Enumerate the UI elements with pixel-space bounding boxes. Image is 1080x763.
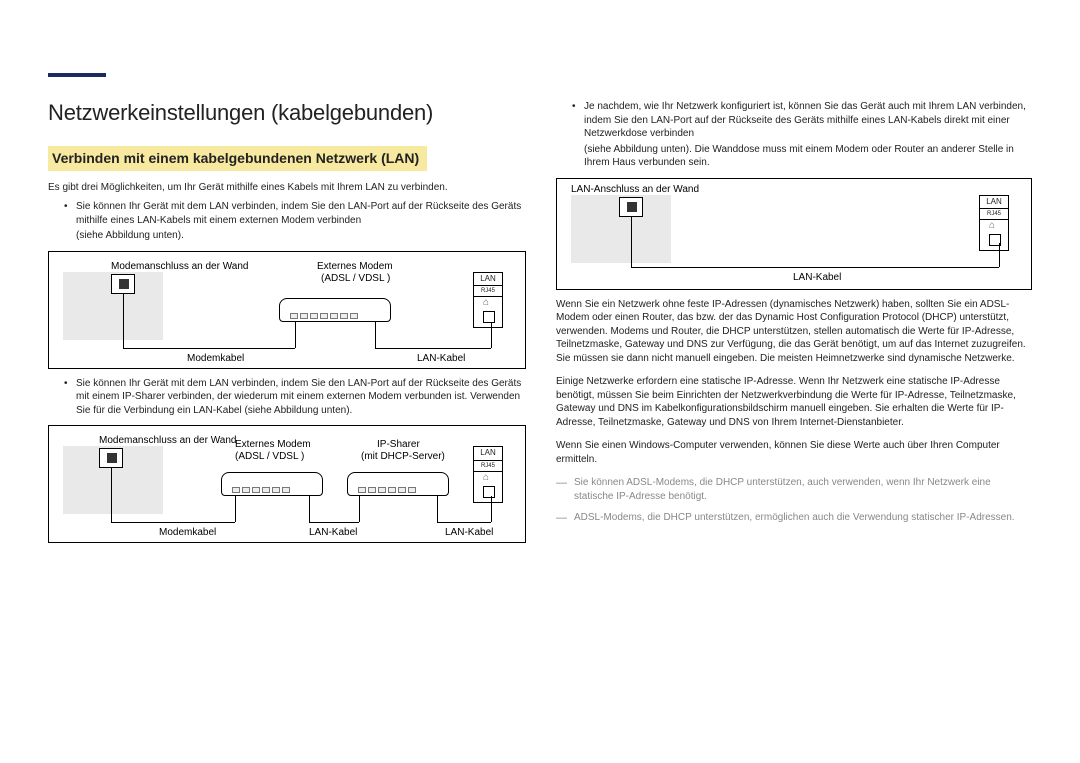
paragraph-dhcp: Wenn Sie ein Netzwerk ohne feste IP-Adre… [556, 298, 1032, 366]
sharer-sublabel: (mit DHCP-Server) [361, 450, 445, 464]
sharer-icon [347, 472, 449, 496]
method-1-sub: (siehe Abbildung unten). [76, 229, 526, 243]
cable-line [375, 322, 376, 348]
rj45-port-icon: LAN RJ45 [979, 195, 1009, 252]
cable-line [295, 322, 296, 348]
method-1-text: Sie können Ihr Gerät mit dem LAN verbind… [76, 200, 526, 227]
cable-line [111, 468, 112, 522]
rj45-port-icon: LAN RJ45 [473, 446, 503, 503]
list-item: Sie können Ihr Gerät mit dem LAN verbind… [76, 377, 526, 418]
wall-label: Modemanschluss an der Wand [111, 260, 248, 274]
right-column: Je nachdem, wie Ihr Netzwerk konfigurier… [556, 98, 1032, 551]
wall-label: LAN-Anschluss an der Wand [571, 183, 699, 197]
section-heading: Verbinden mit einem kabelgebundenen Netz… [48, 146, 427, 171]
wall-label: Modemanschluss an der Wand [99, 434, 236, 448]
cable-2-label: LAN-Kabel [309, 526, 357, 540]
cable-line [631, 267, 999, 268]
cable-3-label: LAN-Kabel [445, 526, 493, 540]
paragraph-windows: Wenn Sie einen Windows-Computer verwende… [556, 439, 1032, 466]
page-title: Netzwerkeinstellungen (kabelgebunden) [48, 98, 526, 128]
cable-label: LAN-Kabel [793, 271, 841, 285]
modem-icon [279, 298, 391, 322]
cable-line [999, 243, 1000, 267]
wall-port-icon [99, 448, 123, 468]
lan-label: LAN [474, 447, 502, 461]
paragraph-static-ip: Einige Netzwerke erfordern eine statisch… [556, 375, 1032, 429]
page-columns: Netzwerkeinstellungen (kabelgebunden) Ve… [48, 98, 1032, 551]
cable-line [375, 348, 491, 349]
cable-line [631, 217, 632, 267]
cable-1-label: Modemkabel [159, 526, 216, 540]
modem-icon [221, 472, 323, 496]
chapter-rule [48, 73, 106, 77]
wall-port-icon [111, 274, 135, 294]
cable-line [491, 322, 492, 348]
wall-port-icon [619, 197, 643, 217]
cable-line [123, 348, 295, 349]
note-item: ADSL-Modems, die DHCP unterstützen, ermö… [574, 511, 1032, 525]
cable-line [437, 496, 438, 522]
note-item: Sie können ADSL-Modems, die DHCP unterst… [574, 476, 1032, 503]
cable-line [359, 496, 360, 522]
method-2-text: Sie können Ihr Gerät mit dem LAN verbind… [76, 377, 526, 418]
left-column: Netzwerkeinstellungen (kabelgebunden) Ve… [48, 98, 526, 551]
cable-line [111, 522, 235, 523]
cable-line [309, 522, 359, 523]
lan-label: LAN [474, 273, 502, 287]
cable-line [437, 522, 491, 523]
cable-line [309, 496, 310, 522]
lan-label: LAN [980, 196, 1008, 210]
diagram-wall-lan: LAN-Anschluss an der Wand LAN RJ45 LAN-K… [556, 178, 1032, 290]
modem-sublabel: (ADSL / VDSL ) [321, 272, 390, 286]
method-3-sub: (siehe Abbildung unten). Die Wanddose mu… [584, 143, 1032, 170]
method-list: Sie können Ihr Gerät mit dem LAN verbind… [48, 200, 526, 243]
cable-line [235, 496, 236, 522]
method-list-2: Sie können Ihr Gerät mit dem LAN verbind… [48, 377, 526, 418]
method-3-text: Je nachdem, wie Ihr Netzwerk konfigurier… [584, 100, 1032, 141]
list-item: Sie können Ihr Gerät mit dem LAN verbind… [76, 200, 526, 243]
rj45-port-icon: LAN RJ45 [473, 272, 503, 329]
diagram-modem: Modemanschluss an der Wand Externes Mode… [48, 251, 526, 369]
method-list-3: Je nachdem, wie Ihr Netzwerk konfigurier… [556, 100, 1032, 170]
diagram-sharer: Modemanschluss an der Wand Externes Mode… [48, 425, 526, 543]
cable-1-label: Modemkabel [187, 352, 244, 366]
cable-line [491, 496, 492, 522]
list-item: Je nachdem, wie Ihr Netzwerk konfigurier… [584, 100, 1032, 170]
cable-2-label: LAN-Kabel [417, 352, 465, 366]
cable-line [123, 294, 124, 348]
modem-sublabel: (ADSL / VDSL ) [235, 450, 304, 464]
intro-text: Es gibt drei Möglichkeiten, um Ihr Gerät… [48, 181, 526, 195]
note-list: Sie können ADSL-Modems, die DHCP unterst… [556, 476, 1032, 525]
